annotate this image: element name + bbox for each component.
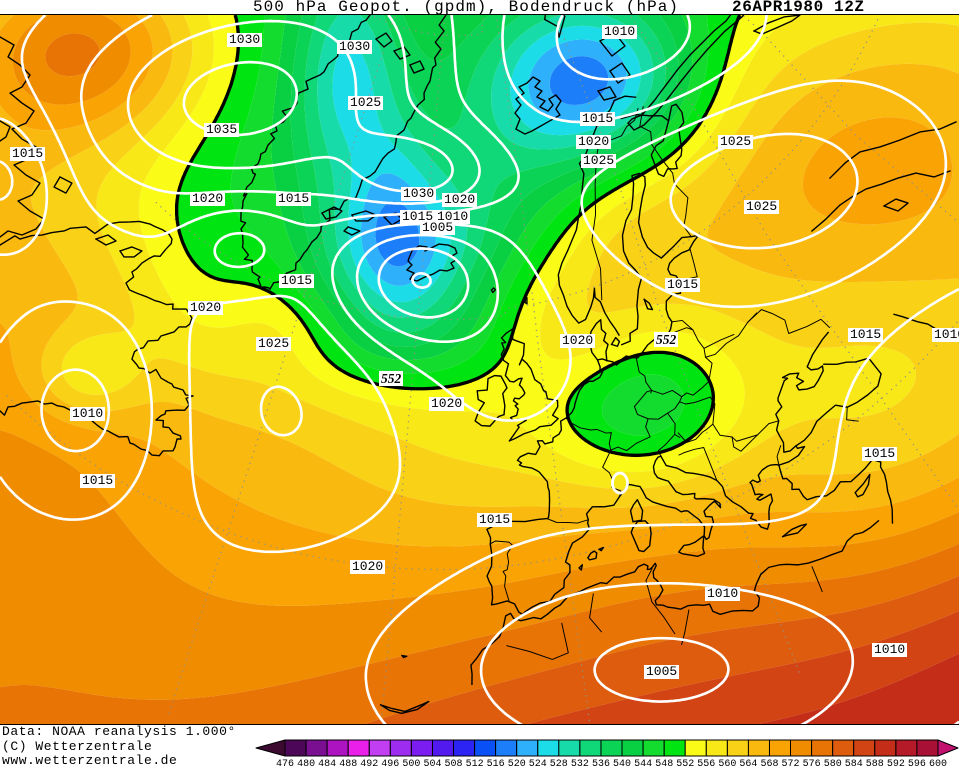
svg-text:476: 476 bbox=[276, 759, 294, 770]
svg-text:540: 540 bbox=[613, 759, 631, 770]
svg-text:480: 480 bbox=[297, 759, 315, 770]
svg-text:508: 508 bbox=[444, 759, 462, 770]
svg-text:596: 596 bbox=[908, 759, 926, 770]
svg-text:544: 544 bbox=[634, 759, 652, 770]
svg-text:560: 560 bbox=[718, 759, 736, 770]
svg-text:500: 500 bbox=[402, 759, 420, 770]
svg-text:496: 496 bbox=[381, 759, 399, 770]
svg-text:536: 536 bbox=[592, 759, 610, 770]
svg-text:572: 572 bbox=[781, 759, 799, 770]
svg-text:516: 516 bbox=[487, 759, 505, 770]
svg-text:520: 520 bbox=[508, 759, 526, 770]
svg-text:484: 484 bbox=[318, 759, 336, 770]
svg-text:552: 552 bbox=[676, 759, 694, 770]
svg-text:564: 564 bbox=[739, 759, 757, 770]
svg-text:584: 584 bbox=[845, 759, 863, 770]
svg-text:588: 588 bbox=[866, 759, 884, 770]
svg-text:524: 524 bbox=[529, 759, 547, 770]
svg-text:512: 512 bbox=[466, 759, 484, 770]
svg-text:532: 532 bbox=[571, 759, 589, 770]
svg-text:580: 580 bbox=[824, 759, 842, 770]
svg-text:488: 488 bbox=[339, 759, 357, 770]
svg-text:592: 592 bbox=[887, 759, 905, 770]
svg-text:504: 504 bbox=[423, 759, 441, 770]
svg-text:576: 576 bbox=[803, 759, 821, 770]
svg-text:528: 528 bbox=[550, 759, 568, 770]
svg-text:548: 548 bbox=[655, 759, 673, 770]
svg-text:492: 492 bbox=[360, 759, 378, 770]
svg-text:556: 556 bbox=[697, 759, 715, 770]
svg-text:568: 568 bbox=[760, 759, 778, 770]
svg-text:600: 600 bbox=[929, 759, 947, 770]
